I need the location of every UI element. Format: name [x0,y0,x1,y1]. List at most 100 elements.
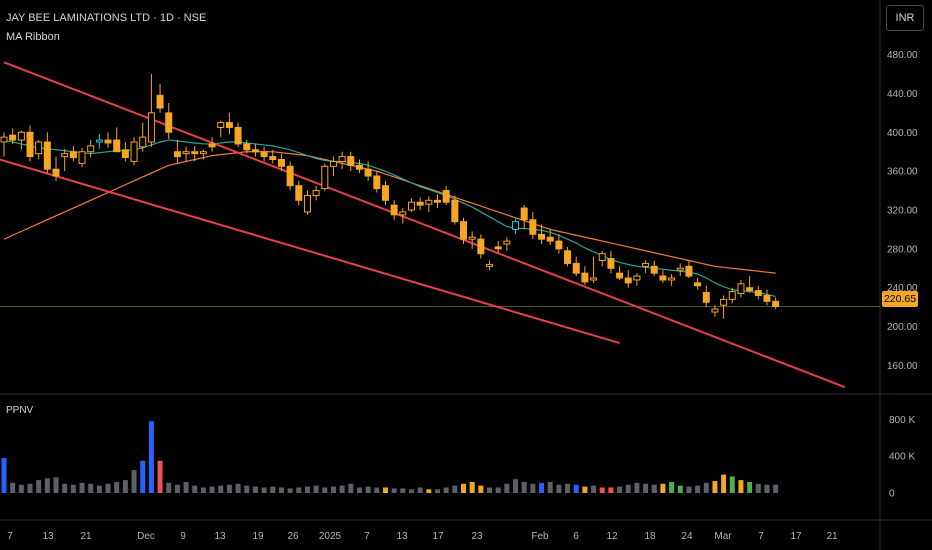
volume-bar [192,485,198,493]
volume-bar [435,489,440,493]
price-tick-label: 400.00 [887,128,918,139]
candle [303,190,311,215]
volume-bar [643,483,649,493]
time-tick-label: 21 [826,531,838,542]
ma-fast-line [3,139,776,298]
candle-body [564,250,572,264]
candle [61,148,69,172]
candle [633,273,641,286]
candle-body [650,265,658,274]
candle-body [546,236,554,242]
candle-body [737,283,745,295]
volume-bar [122,480,128,493]
volume-bar [157,460,163,493]
candle-body [130,141,138,162]
candle [139,122,147,152]
volume-bar [322,487,328,493]
candle-body [52,168,60,177]
candle [425,196,433,212]
candle [555,234,563,254]
candle [35,140,43,160]
volume-bar [131,469,137,493]
volume-bar [573,484,579,493]
candle [460,217,468,244]
candle [520,205,528,230]
volume-bar [478,485,484,493]
volume-bar [261,487,267,493]
volume-bar [270,486,276,493]
volume-bar [764,484,770,493]
candle [329,156,337,176]
candle [78,147,86,168]
volume-bar [209,486,215,493]
volume-bar [391,488,397,493]
candle-body [668,277,676,281]
time-tick-label: 23 [471,531,483,542]
volume-tick-label: 800 K [889,415,915,426]
volume-bar [382,487,388,493]
candle [9,128,17,144]
volume-bar [547,481,553,493]
candle-body [407,201,415,211]
volume-bar [304,486,310,493]
candle-body [694,282,702,287]
candle-body [277,158,285,167]
candle-body [538,233,546,240]
candle [763,289,771,306]
volume-bar [660,483,666,493]
ppnv-legend: PPNV [6,405,34,416]
time-tick-label: 26 [287,531,299,542]
time-tick-label: 13 [396,531,408,542]
volume-tick-label: 400 K [889,452,915,463]
volume-bar [539,482,545,493]
candle-body [156,94,164,109]
candle [728,287,736,304]
candle [746,276,754,293]
candle [685,260,693,278]
time-tick-label: 7 [7,531,13,542]
volume-bar [244,485,250,493]
candle-body [590,277,598,281]
candle-body [364,168,372,177]
volume-bar [348,483,354,493]
currency-button[interactable]: INR [886,5,924,31]
candle-body [598,253,606,262]
candle [286,161,294,191]
volume-bar [356,487,362,493]
time-tick-label: 13 [214,531,226,542]
volume-bar [530,483,536,493]
volume-bar [408,489,414,493]
candle [581,266,589,285]
candle-body [199,151,207,155]
candle [69,145,77,162]
volume-bar [521,481,527,493]
volume-bar [417,487,423,493]
volume-bar [400,488,406,493]
volume-bar [148,421,154,493]
price-tick-label: 200.00 [887,322,918,333]
candle [364,161,372,181]
candle-body [442,190,450,203]
time-tick-label: 7 [758,531,764,542]
candle [121,142,129,162]
candle-body [321,165,329,190]
candle [650,260,658,277]
volume-bar [582,486,588,493]
price-tick-label: 440.00 [887,89,918,100]
candle [191,145,199,162]
candle [407,198,415,212]
time-tick-label: 24 [681,531,693,542]
price-tick-label: 320.00 [887,206,918,217]
volume-bar [608,487,614,493]
price-tick-label: 160.00 [887,361,918,372]
candle [243,140,251,154]
candle-body [329,160,337,167]
candle [260,146,268,162]
volume-bar [669,481,675,493]
candle [659,270,667,283]
candle-body [685,265,693,277]
candle-body [165,112,173,133]
candle [451,195,459,225]
candle [676,263,684,277]
